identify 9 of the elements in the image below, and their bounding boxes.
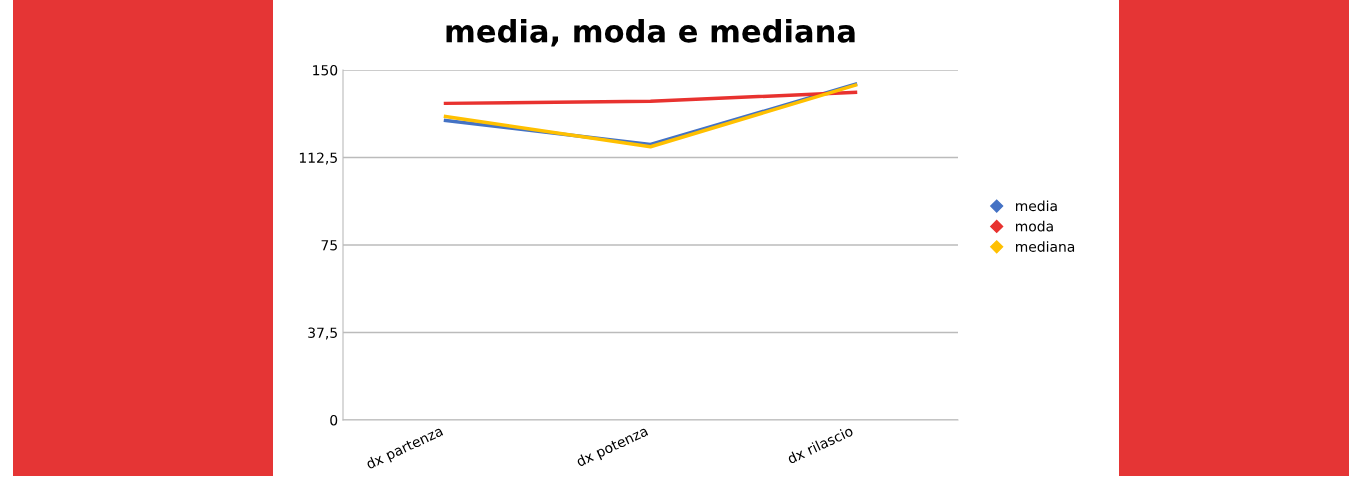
- y-tick-label: 75: [321, 240, 337, 251]
- y-tick-label: 0: [330, 414, 338, 426]
- y-tick-label: 112,5: [299, 152, 337, 165]
- y-tick-label: 150: [313, 64, 338, 76]
- legend-label: moda: [1016, 220, 1053, 232]
- legend-label: mediana: [1016, 241, 1075, 252]
- chart-title: media, moda e mediana: [446, 19, 855, 47]
- legend-label: media: [1016, 200, 1057, 212]
- y-tick-label: 37,5: [308, 327, 337, 340]
